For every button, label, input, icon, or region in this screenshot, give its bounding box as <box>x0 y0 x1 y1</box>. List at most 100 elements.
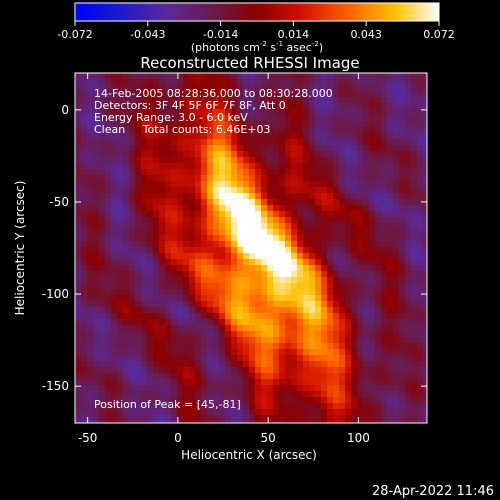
heat-cell <box>165 313 171 319</box>
heat-cell <box>291 343 297 349</box>
heat-cell <box>243 103 249 109</box>
heat-cell <box>357 361 363 367</box>
heat-cell <box>213 187 219 193</box>
heat-cell <box>141 187 147 193</box>
heat-cell <box>351 91 357 97</box>
heat-cell <box>339 391 345 397</box>
heat-cell <box>273 337 279 343</box>
heat-cell <box>207 313 213 319</box>
heat-cell <box>399 217 405 223</box>
heat-cell <box>153 181 159 187</box>
heat-cell <box>363 343 369 349</box>
heat-cell <box>117 313 123 319</box>
heat-cell <box>213 169 219 175</box>
heat-cell <box>375 175 381 181</box>
heat-cell <box>177 145 183 151</box>
heat-cell <box>321 397 327 403</box>
heat-cell <box>87 139 93 145</box>
heat-cell <box>225 241 231 247</box>
heat-cell <box>333 307 339 313</box>
heat-cell <box>369 175 375 181</box>
heat-cell <box>195 121 201 127</box>
heat-cell <box>105 391 111 397</box>
heat-cell <box>321 283 327 289</box>
heat-cell <box>315 379 321 385</box>
heat-cell <box>315 79 321 85</box>
heat-cell <box>183 355 189 361</box>
heat-cell <box>99 265 105 271</box>
heat-cell <box>171 355 177 361</box>
heat-cell <box>237 349 243 355</box>
heat-cell <box>99 307 105 313</box>
heat-cell <box>231 415 237 421</box>
heat-cell <box>81 145 87 151</box>
heat-cell <box>231 73 237 79</box>
heat-cell <box>273 313 279 319</box>
heat-cell <box>135 211 141 217</box>
heat-cell <box>393 295 399 301</box>
heat-cell <box>333 373 339 379</box>
heat-cell <box>339 277 345 283</box>
heat-cell <box>393 313 399 319</box>
heat-cell <box>333 91 339 97</box>
heat-cell <box>165 349 171 355</box>
heat-cell <box>219 73 225 79</box>
heat-cell <box>333 301 339 307</box>
heat-cell <box>81 397 87 403</box>
heat-cell <box>267 379 273 385</box>
heat-cell <box>213 175 219 181</box>
heat-cell <box>255 85 261 91</box>
heat-cell <box>207 355 213 361</box>
heat-cell <box>147 163 153 169</box>
heat-cell <box>291 103 297 109</box>
heat-cell <box>171 223 177 229</box>
heat-cell <box>351 367 357 373</box>
heat-cell <box>327 205 333 211</box>
heat-cell <box>303 277 309 283</box>
heat-cell <box>297 361 303 367</box>
heat-cell <box>195 397 201 403</box>
heat-cell <box>105 277 111 283</box>
heat-cell <box>195 373 201 379</box>
heat-cell <box>363 223 369 229</box>
heat-cell <box>219 151 225 157</box>
heat-cell <box>303 415 309 421</box>
heat-cell <box>123 397 129 403</box>
heat-cell <box>201 403 207 409</box>
heat-cell <box>141 97 147 103</box>
heat-cell <box>183 373 189 379</box>
heat-cell <box>411 139 417 145</box>
heat-cell <box>303 259 309 265</box>
colorbar-unit-label: (photons cm-2 s-1 asec-2) <box>191 40 323 54</box>
heat-cell <box>141 361 147 367</box>
heat-cell <box>225 277 231 283</box>
heat-cell <box>387 391 393 397</box>
heat-cell <box>375 121 381 127</box>
heat-cell <box>165 289 171 295</box>
heat-cell <box>123 277 129 283</box>
heat-cell <box>423 91 427 97</box>
heat-cell <box>351 349 357 355</box>
heat-cell <box>171 379 177 385</box>
heat-cell <box>219 397 225 403</box>
heat-cell <box>405 313 411 319</box>
heat-cell <box>357 169 363 175</box>
heat-cell <box>357 163 363 169</box>
heat-cell <box>75 181 81 187</box>
heat-cell <box>351 343 357 349</box>
heat-cell <box>327 385 333 391</box>
heat-cell <box>75 289 81 295</box>
heat-cell <box>183 295 189 301</box>
heat-cell <box>231 205 237 211</box>
heat-cell <box>153 121 159 127</box>
heat-cell <box>255 415 261 421</box>
heat-cell <box>141 181 147 187</box>
heat-cell <box>423 145 427 151</box>
heat-cell <box>387 109 393 115</box>
heat-cell <box>141 379 147 385</box>
heat-cell <box>171 337 177 343</box>
heat-cell <box>129 235 135 241</box>
heat-cell <box>171 343 177 349</box>
heat-cell <box>165 391 171 397</box>
heat-cell <box>315 313 321 319</box>
